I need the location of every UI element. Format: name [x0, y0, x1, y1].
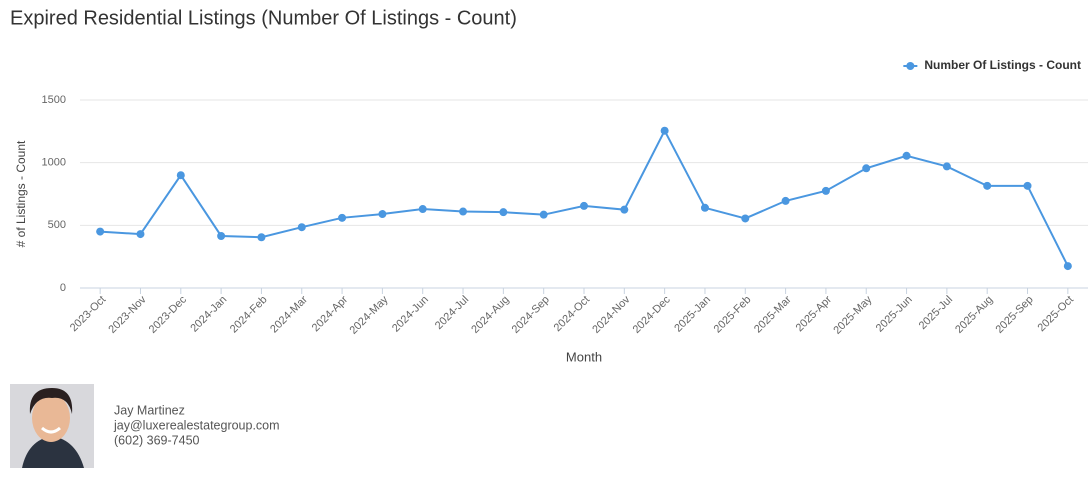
point: [821, 186, 830, 195]
point: [459, 207, 468, 216]
legend-label: Number Of Listings - Count: [924, 58, 1081, 72]
point: [741, 214, 750, 223]
x-tick-label: 2025-Jun: [874, 294, 915, 335]
point: [700, 203, 709, 212]
point: [620, 205, 629, 214]
x-tick-label: 2024-Jul: [433, 294, 471, 332]
agent-email: jay@luxerealestategroup.com: [113, 418, 280, 432]
point: [297, 223, 306, 232]
legend-marker: [906, 62, 915, 70]
x-tick-label: 2024-Jan: [188, 294, 229, 335]
agent-name: Jay Martinez: [114, 403, 185, 417]
y-tick-label: 1000: [42, 157, 66, 169]
x-tick-label: 2024-Jun: [390, 294, 431, 335]
x-tick-label: 2025-Sep: [993, 294, 1035, 336]
x-tick-label: 2024-May: [347, 293, 390, 336]
point: [580, 201, 588, 210]
x-tick-label: 2025-Jul: [917, 294, 955, 332]
point: [902, 151, 911, 160]
x-tick-label: 2024-Nov: [590, 293, 633, 336]
y-tick-label: 1500: [42, 94, 66, 106]
x-tick-label: 2023-Nov: [106, 293, 149, 336]
x-tick-label: 2025-Mar: [752, 293, 794, 335]
point: [176, 171, 185, 180]
agent-phone: (602) 369-7450: [114, 433, 200, 447]
y-tick-label: 500: [48, 219, 66, 231]
y-tick-label: 0: [60, 282, 66, 294]
chart-title: Expired Residential Listings (Number Of …: [10, 7, 517, 29]
x-tick-label: 2025-Jan: [672, 294, 713, 335]
x-tick-label: 2025-Apr: [794, 293, 835, 334]
x-tick-label: 2023-Dec: [147, 293, 190, 336]
x-tick-label: 2024-Feb: [228, 294, 270, 336]
point: [136, 230, 145, 239]
x-tick-label: 2024-Oct: [552, 294, 592, 334]
point: [257, 233, 266, 242]
point: [217, 231, 226, 240]
point: [1023, 181, 1032, 190]
x-tick-label: 2025-Oct: [1036, 294, 1076, 334]
x-tick-label: 2024-Aug: [469, 294, 511, 336]
point: [660, 126, 669, 135]
point: [862, 164, 871, 173]
x-tick-label: 2024-Apr: [310, 293, 351, 334]
point: [539, 210, 548, 219]
point: [96, 227, 105, 236]
x-tick-label: 2025-May: [831, 293, 874, 336]
point: [781, 196, 790, 205]
point: [418, 205, 427, 214]
agent-photo: [10, 384, 94, 468]
x-axis-label: Month: [566, 349, 602, 364]
x-tick-label: 2024-Dec: [631, 293, 674, 336]
x-tick-label: 2025-Feb: [712, 294, 754, 336]
point: [942, 162, 951, 171]
x-tick-label: 2024-Sep: [510, 294, 552, 336]
point: [1063, 262, 1072, 271]
x-tick-label: 2024-Mar: [268, 293, 310, 335]
y-axis-label: # of Listings - Count: [14, 140, 28, 247]
point: [983, 181, 992, 190]
point: [499, 208, 508, 217]
point: [338, 213, 347, 222]
x-tick-label: 2025-Aug: [953, 294, 995, 336]
point: [378, 210, 387, 219]
line: [100, 128, 1069, 267]
x-tick-label: 2023-Oct: [68, 294, 108, 334]
